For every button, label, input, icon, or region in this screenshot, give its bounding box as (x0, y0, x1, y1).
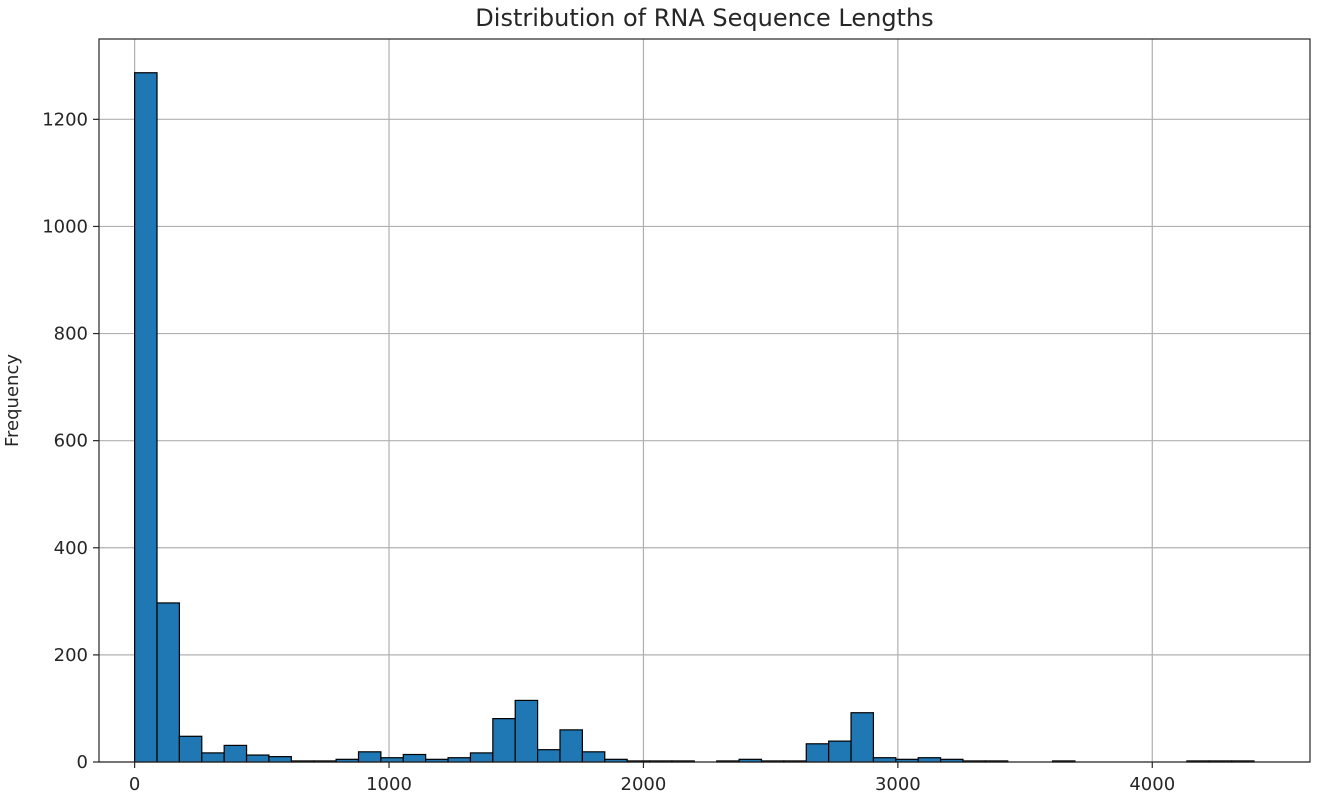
x-tick-label: 1000 (366, 774, 412, 795)
y-tick-label: 1000 (42, 216, 88, 237)
y-tick-label: 400 (54, 538, 88, 559)
grid-lines (99, 39, 1310, 763)
histogram-bar (559, 729, 583, 763)
axis-ticks: 0 1000 2000 3000 4000 0 200 400 600 800 1000 1200 (42, 109, 1175, 795)
histogram-bar (917, 757, 942, 763)
histogram-bar (447, 757, 472, 763)
histogram-bar (872, 757, 897, 763)
y-tick-label: 0 (77, 752, 88, 773)
histogram-bar (357, 751, 382, 763)
chart-title: Distribution of RNA Sequence Lengths (475, 4, 933, 32)
y-tick-label: 1200 (42, 109, 88, 130)
histogram-bar (380, 757, 404, 763)
histogram-bar (156, 602, 180, 763)
histogram-bar (581, 751, 606, 763)
histogram-bar (805, 743, 830, 763)
x-tick-label: 3000 (875, 774, 921, 795)
histogram-bar (469, 752, 494, 763)
y-tick-label: 800 (54, 324, 88, 345)
histogram-bar (850, 712, 875, 763)
axes-frame (98, 38, 1311, 763)
x-tick-label: 0 (129, 774, 140, 795)
histogram-bar (828, 740, 852, 763)
histogram-bars (134, 72, 1255, 763)
y-tick-label: 600 (54, 431, 88, 452)
histogram-bar (201, 752, 225, 763)
y-tick-label: 200 (54, 645, 88, 666)
histogram-bar (514, 699, 539, 763)
y-axis-label: Frequency (2, 354, 23, 447)
x-tick-label: 2000 (621, 774, 667, 795)
histogram-bar (134, 72, 158, 763)
histogram-bar (492, 718, 516, 763)
histogram-bar (245, 754, 270, 763)
x-tick-label: 4000 (1129, 774, 1175, 795)
histogram-bar (268, 756, 292, 763)
histogram-bar (178, 735, 203, 763)
histogram-bar (402, 753, 427, 763)
histogram-bar (223, 744, 248, 763)
histogram-bar (537, 749, 561, 763)
